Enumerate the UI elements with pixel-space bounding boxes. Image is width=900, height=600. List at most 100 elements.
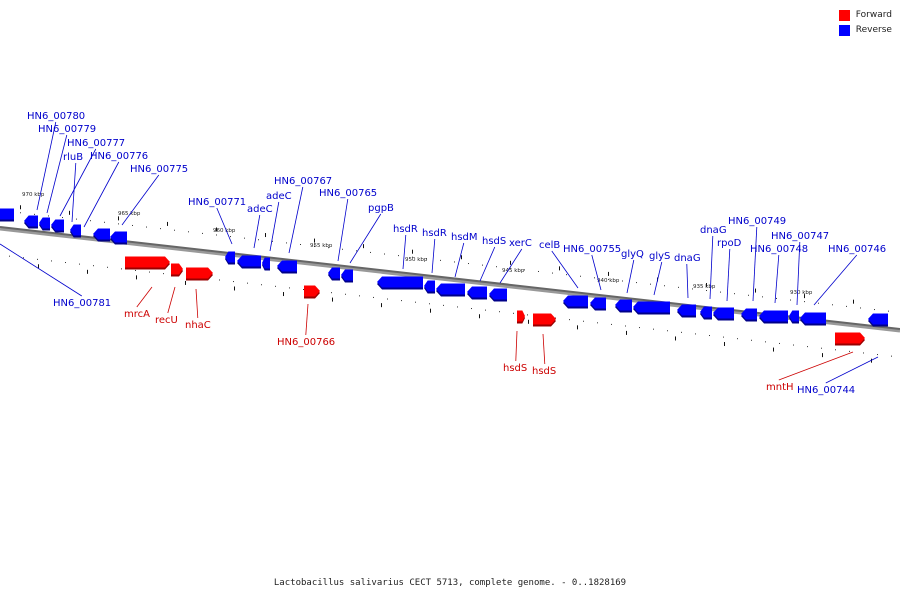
major-tick [283,292,284,297]
major-tick [20,205,21,210]
label-leader-lines [0,121,879,384]
tick-dot [398,255,399,257]
gene-feature-pgpB [341,269,353,283]
gene-arrow [341,269,353,281]
tick-dot [247,282,248,284]
gene-feature-HN6_00766 [304,285,320,299]
gene-feature-HN6_00755 [590,297,606,311]
leader-line [337,198,349,262]
legend-swatch-reverse [838,25,850,36]
kbp-label: 970 kbp [22,192,45,198]
gene-arrow [304,285,320,297]
gene-feature-glyQ [615,299,632,313]
gene-feature-HN6_00771 [225,251,235,265]
gene-arrow [424,280,435,292]
leader-line [813,254,858,306]
tick-dot [863,352,864,354]
tick-dot [706,290,707,292]
tick-dot [401,300,402,302]
tick-dot [762,296,763,298]
tick-dot [765,341,766,343]
gene-feature-rpoD [713,307,734,321]
tick-dot [79,263,80,265]
tick-dot [331,292,332,294]
gene-arrow [563,295,588,307]
leader-line [216,207,233,245]
tick-dot [20,212,21,214]
tick-dot [692,288,693,290]
gene-arrow [800,312,826,324]
tick-dot [594,277,595,279]
gene-arrow [517,310,525,322]
gene-feature-HN6_00767 [277,260,297,274]
major-tick [136,275,137,280]
gene-label-glyQ: glyQ [621,249,644,260]
gene-arrow [633,301,670,313]
gene-feature-HN6_00748 [759,310,788,324]
major-tick [528,319,529,324]
major-tick [234,286,235,291]
tick-dot [300,244,301,245]
gene-feature-adeC [237,255,261,269]
tick-dot [580,275,581,277]
gene-feature-HN6_00749 [741,308,757,322]
leader-line [36,121,57,211]
gene-label-HN6_00747: HN6_00747 [771,231,829,242]
gene-feature-HN6_00747 [789,310,799,324]
tick-dot [524,269,525,271]
tick-dot [135,269,136,271]
tick-dot [345,293,346,295]
major-tick [559,266,560,271]
major-tick [804,294,805,299]
tick-dot [751,339,752,341]
gene-label-HN6_00744: HN6_00744 [797,385,855,396]
gene-arrow [24,215,38,227]
tick-dot [496,266,497,268]
tick-dot [202,232,203,234]
tick-dot [821,347,822,349]
tick-dot [818,302,819,304]
major-tick [626,330,627,335]
major-tick [185,280,186,285]
kbp-label: 955 kbp [310,243,333,249]
tick-dot [440,259,441,261]
gene-arrow [467,286,487,298]
tick-dot [244,237,245,239]
gene-label-HN6_00748: HN6_00748 [750,244,808,255]
tick-dot [583,320,584,322]
major-tick [216,227,217,232]
gene-feature-HN6_00781 [0,208,14,222]
legend-item-reverse: Reverse [838,23,892,38]
genome-caption: Lactobacillus salivarius CECT 5713, comp… [273,578,627,588]
tick-dot [538,270,539,272]
tick-dot [48,215,49,217]
tick-dot [664,285,665,287]
gene-label-HN6_00781: HN6_00781 [53,298,111,309]
major-tick [461,255,462,260]
tick-dot [468,263,469,265]
gene-feature-dnaG [677,304,696,318]
leader-line [431,238,436,274]
gene-arrow [868,313,888,325]
gene-arrow [759,310,788,322]
gene-label-xerC: xerC [509,238,532,249]
leader-line [46,134,68,214]
tick-dot [415,301,416,303]
gene-feature-mrcA [125,256,170,270]
leader-line [479,246,496,282]
gene-label-rpoD: rpoD [717,238,742,249]
gene-arrow [436,283,465,295]
tick-dot [314,245,315,247]
tick-dot [681,331,682,333]
legend-label-forward: Forward [855,10,892,20]
kbp-label: 940 kbp [597,278,620,284]
gene-feature-hsdM [436,283,465,297]
major-tick [167,221,168,226]
gene-feature-glyS [633,301,670,315]
tick-dot [275,285,276,287]
leader-line [136,286,153,308]
gene-label-HN6_00766: HN6_00766 [277,337,335,348]
tick-dot [846,305,847,307]
tick-dot [219,279,220,281]
tick-dot [93,265,94,267]
